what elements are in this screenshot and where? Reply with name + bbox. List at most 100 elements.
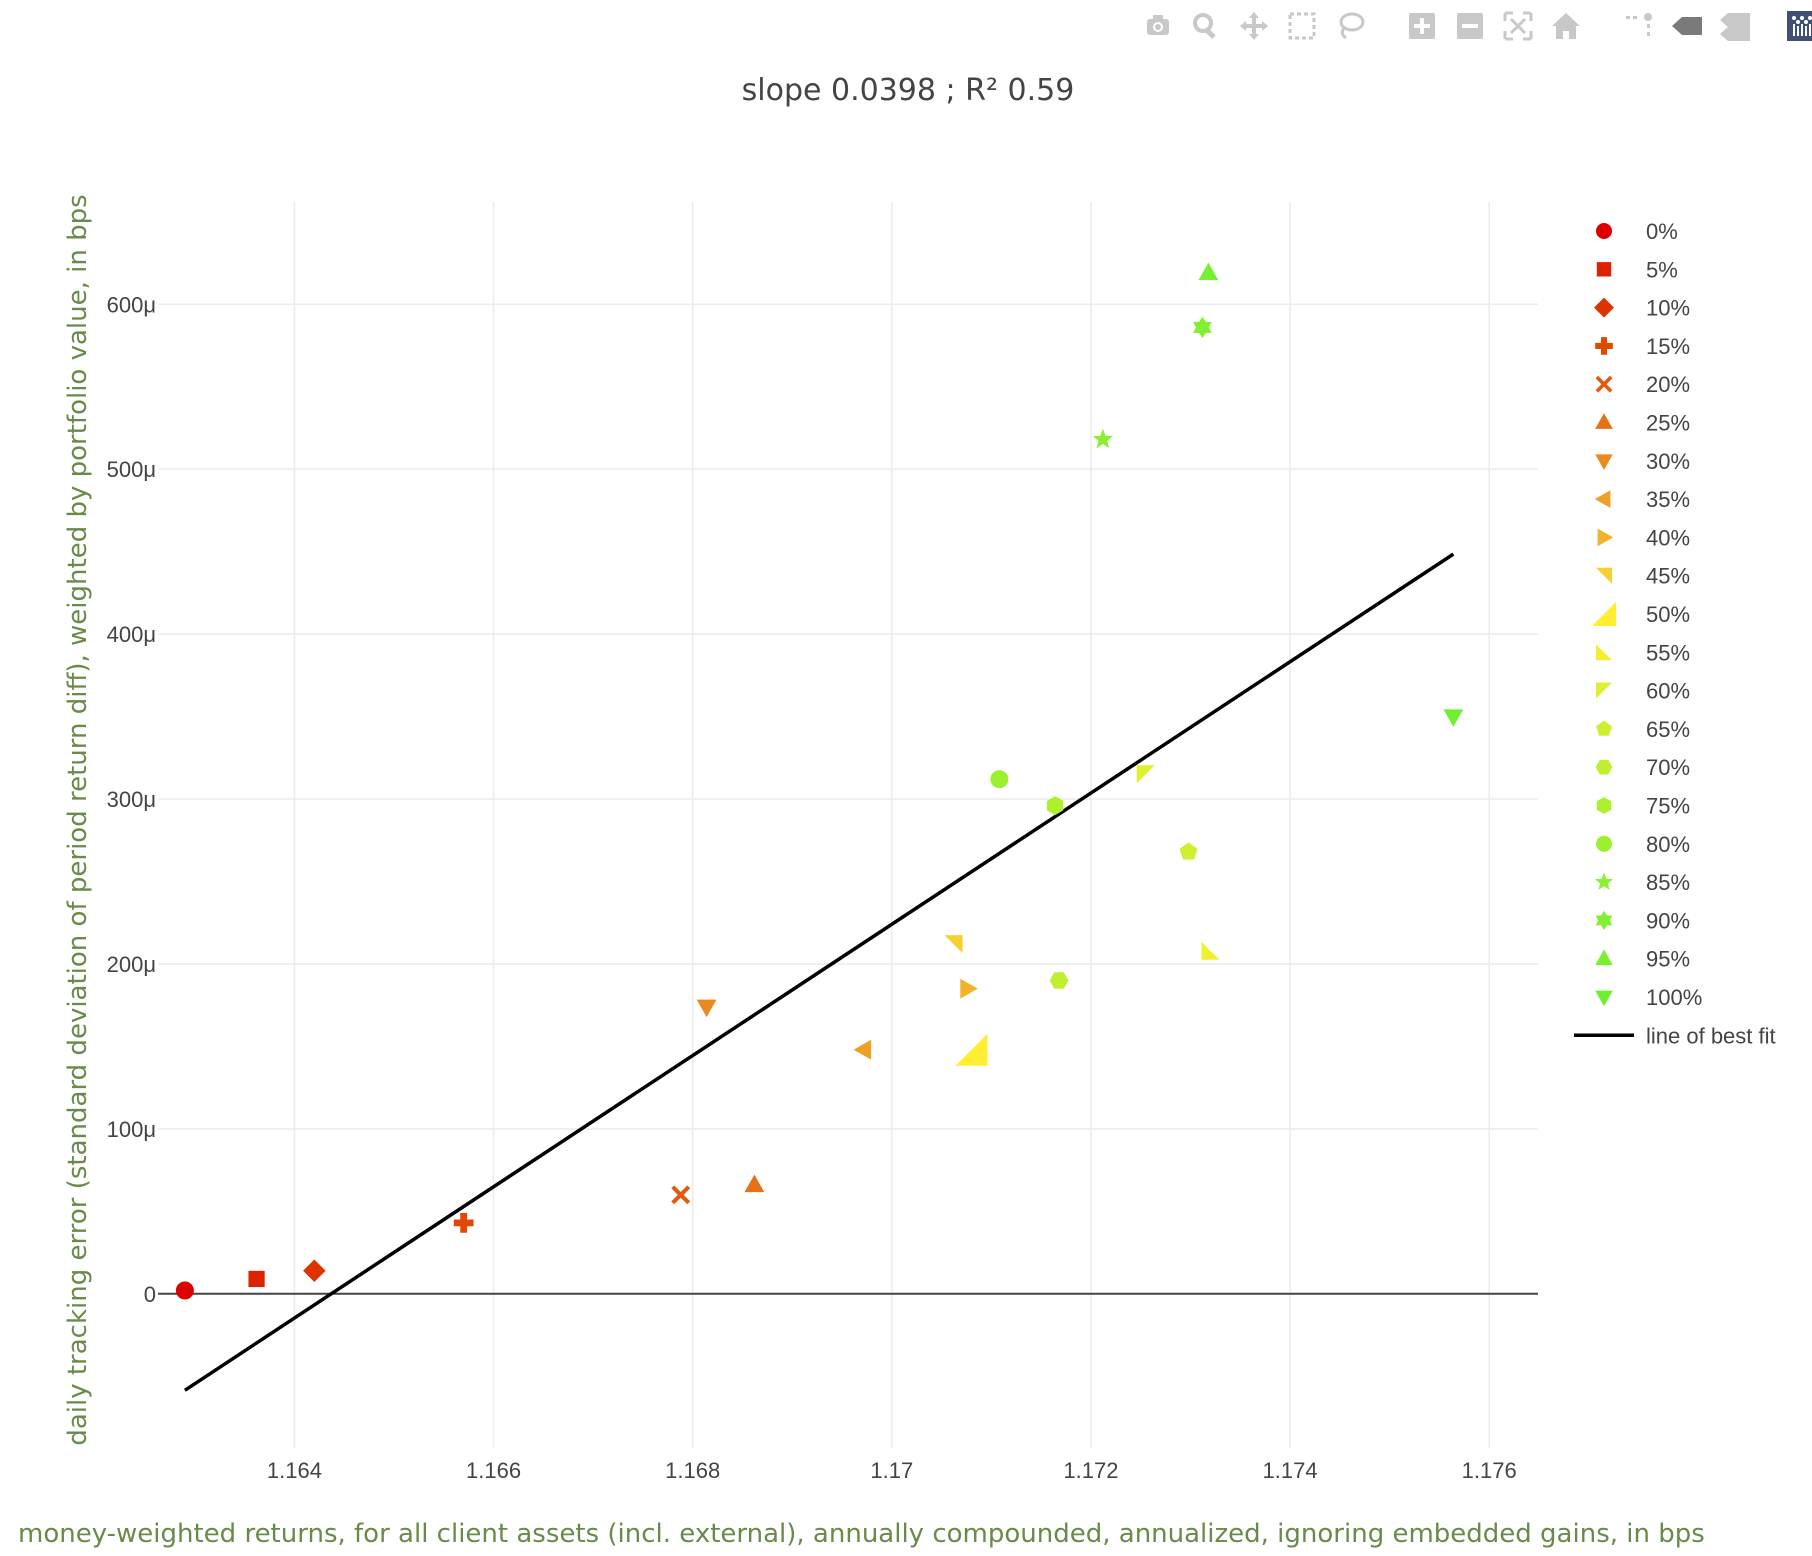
legend-label: 95%: [1646, 947, 1690, 972]
legend-item-20pct[interactable]: 20%: [1595, 372, 1690, 397]
legend-label: 40%: [1646, 525, 1690, 550]
legend-marker: [1596, 682, 1612, 699]
legend-item-80pct[interactable]: 80%: [1596, 832, 1690, 857]
legend-label: 65%: [1646, 717, 1690, 742]
legend-label: 15%: [1646, 334, 1690, 359]
legend-item-65pct[interactable]: 65%: [1596, 717, 1690, 742]
camera-button[interactable]: [1140, 8, 1176, 44]
plotly-logo-button[interactable]: [1784, 8, 1812, 44]
legend-label: 60%: [1646, 679, 1690, 704]
legend-item-25pct[interactable]: 25%: [1595, 411, 1690, 436]
legend-item-35pct[interactable]: 35%: [1594, 487, 1690, 512]
box-select-button[interactable]: [1284, 8, 1320, 44]
legend-item-55pct[interactable]: 55%: [1596, 640, 1690, 665]
hover-compare-button[interactable]: [1716, 8, 1752, 44]
spike-lines-icon: [1626, 13, 1652, 36]
legend-label: 25%: [1646, 411, 1690, 436]
legend-item-40pct[interactable]: 40%: [1597, 525, 1690, 550]
data-point-40pct: [960, 978, 978, 999]
legend-marker: [1592, 602, 1616, 626]
legend-marker: [1596, 223, 1612, 239]
legend-marker: [1595, 337, 1613, 355]
x-axis-ticks: 1.164 1.166 1.168 1.17 1.172 1.174 1.176: [267, 1458, 1517, 1483]
legend-label: 75%: [1646, 794, 1690, 819]
pan-button[interactable]: [1236, 8, 1272, 44]
spike-lines-button[interactable]: [1620, 8, 1656, 44]
legend-marker: [1596, 644, 1612, 661]
data-point-30pct: [696, 999, 717, 1018]
autoscale-icon: [1503, 11, 1533, 41]
legend-item-30pct[interactable]: 30%: [1595, 449, 1690, 474]
legend-item-70pct[interactable]: 70%: [1595, 755, 1690, 780]
data-point-0pct: [175, 1281, 194, 1300]
x-tick-label: 1.176: [1462, 1458, 1517, 1483]
y-tick-label: 200μ: [107, 952, 156, 977]
legend-item-95pct[interactable]: 95%: [1595, 947, 1690, 972]
legend-label: line of best fit: [1646, 1023, 1776, 1048]
legend-marker: [1596, 567, 1612, 584]
legend-label: 0%: [1646, 219, 1678, 244]
x-axis-title: money-weighted returns, for all client a…: [18, 1519, 1705, 1549]
legend-item-85pct[interactable]: 85%: [1594, 870, 1690, 895]
legend-item-50pct[interactable]: 50%: [1592, 602, 1690, 627]
lasso-select-button[interactable]: [1332, 8, 1368, 44]
x-tick-label: 1.166: [466, 1458, 521, 1483]
legend-item-100pct[interactable]: 100%: [1595, 985, 1702, 1010]
hover-closest-icon: [1672, 17, 1702, 35]
x-tick-label: 1.168: [665, 1458, 720, 1483]
legend-label: 80%: [1646, 832, 1690, 857]
legend-item-90pct[interactable]: 90%: [1595, 908, 1690, 933]
data-point-80pct: [990, 770, 1009, 789]
data-point-25pct: [744, 1174, 765, 1193]
legend-item-15pct[interactable]: 15%: [1595, 334, 1690, 359]
plotly-logo-icon: [1787, 11, 1812, 41]
legend-item-60pct[interactable]: 60%: [1596, 679, 1690, 704]
autoscale-button[interactable]: [1500, 8, 1536, 44]
legend-item-75pct[interactable]: 75%: [1596, 794, 1690, 819]
best-fit-line: [183, 552, 1455, 1392]
data-point-65pct: [1179, 842, 1198, 860]
zoom-in-button[interactable]: [1404, 8, 1440, 44]
lasso-select-icon: [1339, 12, 1365, 40]
grid-lines: [158, 202, 1538, 1448]
data-point-95pct: [1198, 262, 1219, 281]
legend-label: 90%: [1646, 908, 1690, 933]
legend: 0% 5% 10% 15% 20% 25% 30% 35% 40% 45% 50% 55% 60% 65%…: [1574, 219, 1776, 1048]
legend-item-5pct[interactable]: 5%: [1596, 257, 1678, 282]
zoom-button[interactable]: [1188, 8, 1224, 44]
legend-item-10pct[interactable]: 10%: [1594, 296, 1690, 321]
legend-marker: [1595, 990, 1613, 1007]
data-point-15pct: [453, 1212, 474, 1233]
hover-closest-button[interactable]: [1668, 8, 1704, 44]
chart-title: slope 0.0398 ; R² 0.59: [742, 73, 1075, 108]
zoom-in-icon: [1409, 13, 1435, 39]
legend-item-45pct[interactable]: 45%: [1596, 564, 1690, 589]
x-tick-label: 1.172: [1063, 1458, 1118, 1483]
legend-label: 45%: [1646, 564, 1690, 589]
legend-marker: [1595, 759, 1613, 775]
data-point-70pct: [1049, 972, 1069, 989]
legend-marker: [1595, 375, 1613, 393]
legend-label: 35%: [1646, 487, 1690, 512]
data-point-90pct: [1193, 316, 1212, 339]
y-tick-label: 500μ: [107, 457, 156, 482]
hover-compare-icon: [1720, 13, 1750, 41]
legend-marker: [1596, 797, 1612, 814]
reset-axes-icon: [1552, 13, 1580, 39]
zoom-out-button[interactable]: [1452, 8, 1488, 44]
data-point-55pct: [1201, 941, 1220, 960]
legend-marker: [1595, 454, 1613, 470]
legend-item-0pct[interactable]: 0%: [1596, 219, 1678, 244]
legend-marker: [1595, 910, 1613, 930]
reset-axes-button[interactable]: [1548, 8, 1584, 44]
legend-item-fit-line[interactable]: line of best fit: [1574, 1023, 1776, 1048]
x-tick-label: 1.17: [870, 1458, 913, 1483]
data-points: [175, 262, 1464, 1300]
data-point-35pct: [853, 1039, 872, 1060]
y-tick-label: 600μ: [107, 292, 156, 317]
legend-label: 10%: [1646, 296, 1690, 321]
legend-label: 50%: [1646, 602, 1690, 627]
data-point-45pct: [944, 935, 963, 954]
legend-marker: [1597, 528, 1614, 547]
legend-label: 70%: [1646, 755, 1690, 780]
